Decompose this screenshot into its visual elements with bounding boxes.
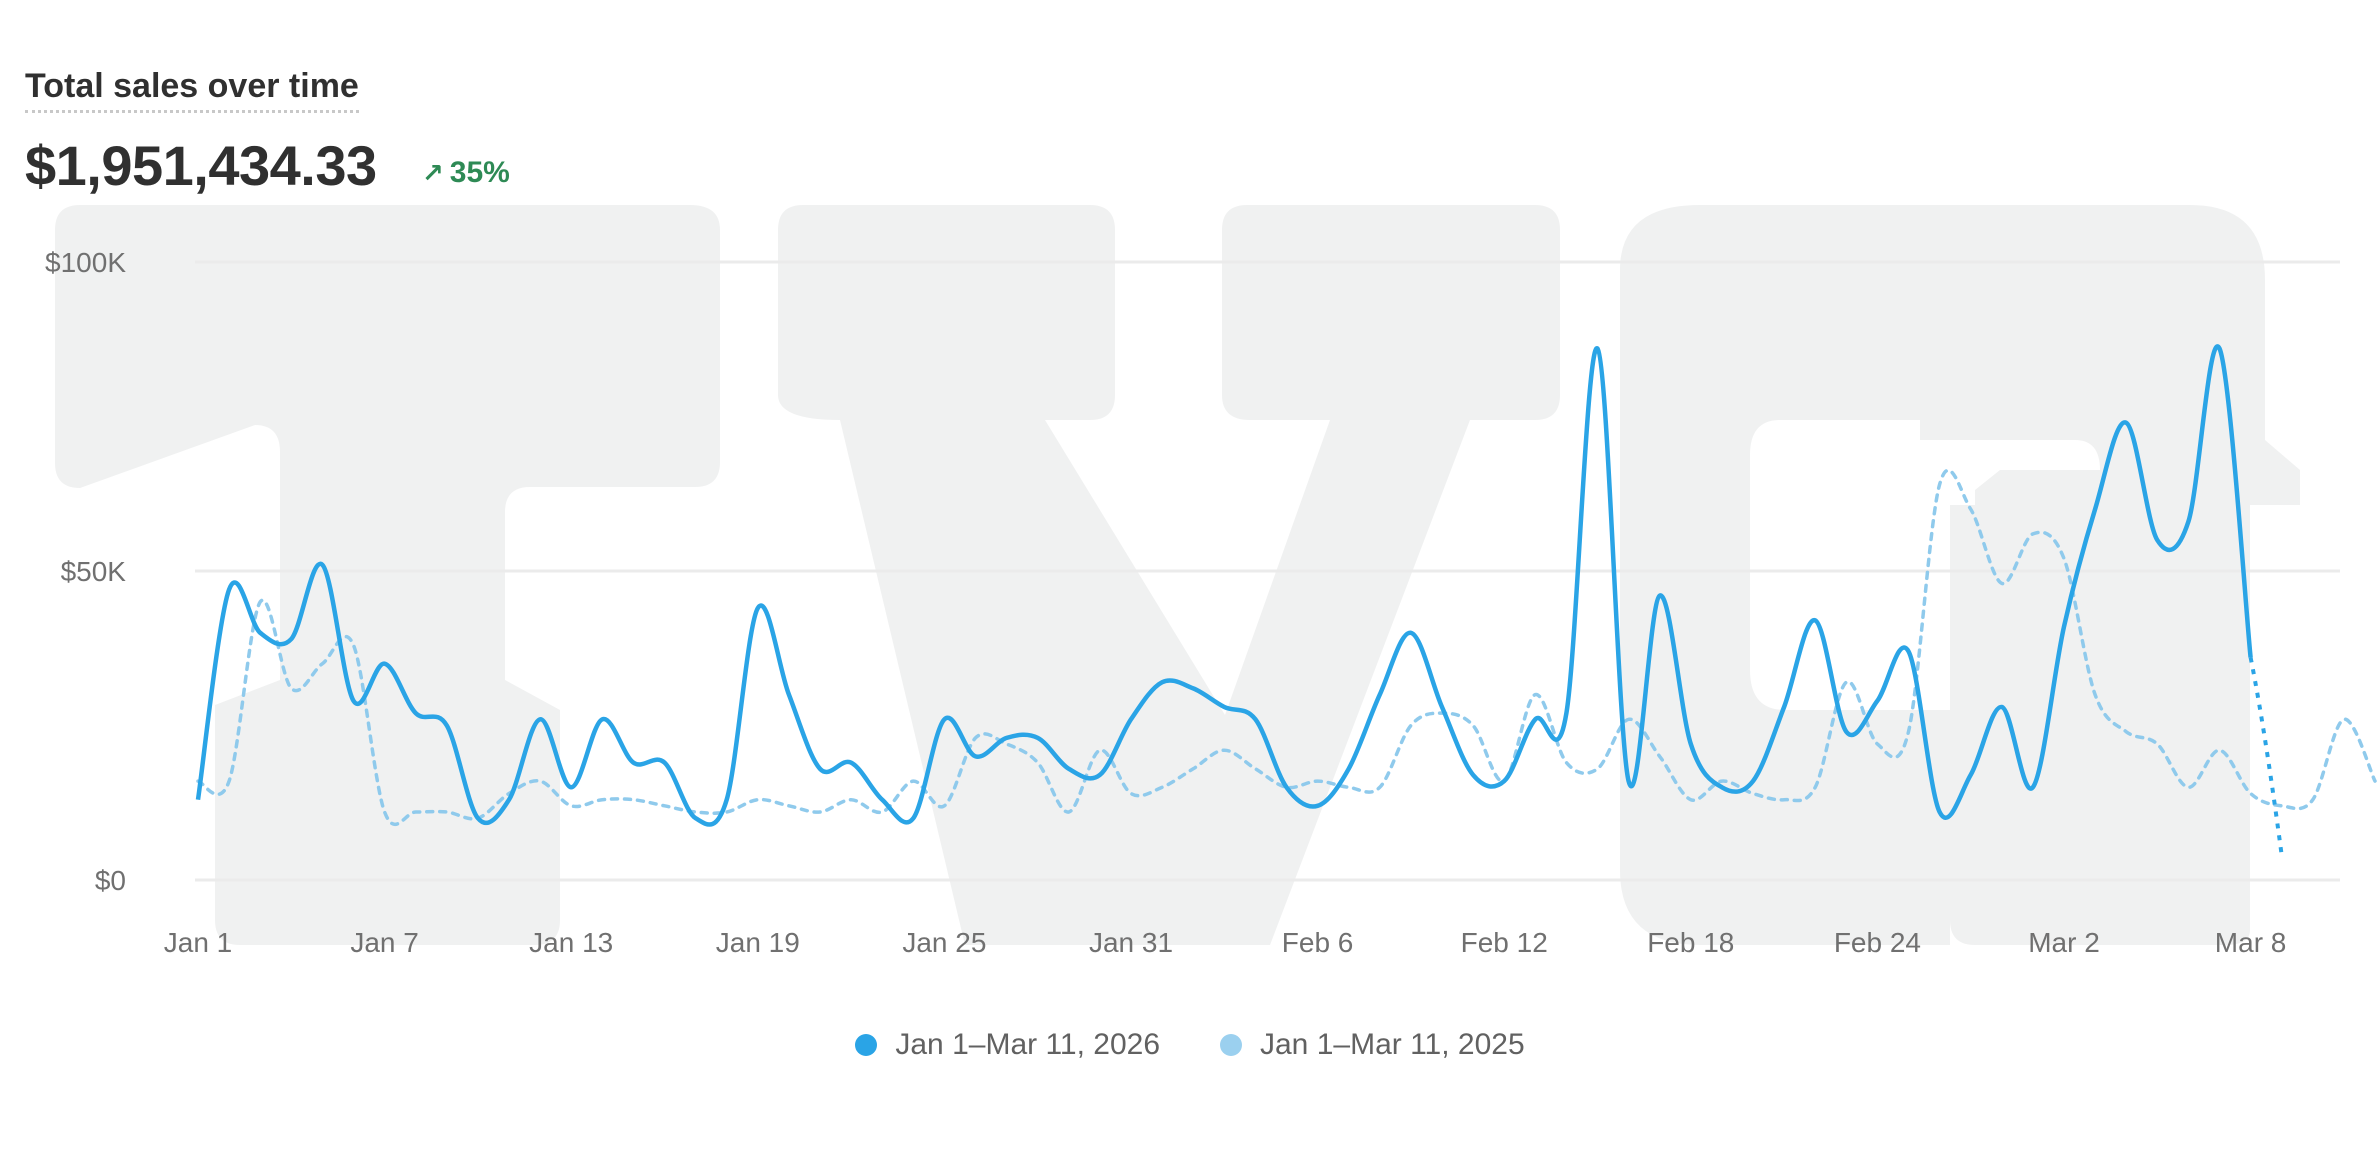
line-chart: $0 $50K $100K Jan 1 Jan 7 Jan 13 Jan 19 Jan 25 J… — [45, 247, 2377, 958]
change-badge: ↗ 35% — [422, 158, 510, 188]
y-tick-label: $100K — [45, 247, 126, 278]
x-tick-label: Feb 6 — [1282, 927, 1354, 958]
y-tick-label: $0 — [95, 865, 126, 896]
y-tick-label: $50K — [61, 556, 127, 587]
total-sales-value: $1,951,434.33 — [25, 134, 377, 197]
x-tick-label: Feb 12 — [1461, 927, 1548, 958]
x-tick-label: Feb 18 — [1647, 927, 1734, 958]
x-tick-label: Jan 19 — [716, 927, 800, 958]
chart-legend: Jan 1–Mar 11, 2026 Jan 1–Mar 11, 2025 — [0, 1028, 2380, 1062]
change-value: 35% — [449, 156, 510, 189]
legend-dot-icon — [1220, 1034, 1242, 1056]
arrow-up-right-icon: ↗ — [422, 158, 444, 188]
series-line-previous — [196, 468, 2377, 827]
x-tick-label: Jan 1 — [164, 927, 233, 958]
legend-item-current[interactable]: Jan 1–Mar 11, 2026 — [855, 1028, 1160, 1062]
x-tick-label: Feb 24 — [1834, 927, 1921, 958]
x-tick-label: Mar 8 — [2215, 927, 2287, 958]
series-line-current — [195, 344, 2253, 827]
x-tick-label: Jan 25 — [902, 927, 986, 958]
legend-label: Jan 1–Mar 11, 2025 — [1260, 1028, 1525, 1061]
x-tick-label: Jan 13 — [529, 927, 613, 958]
legend-dot-icon — [855, 1034, 878, 1056]
legend-label: Jan 1–Mar 11, 2026 — [895, 1028, 1160, 1061]
legend-item-previous[interactable]: Jan 1–Mar 11, 2025 — [1220, 1028, 1525, 1062]
chart-title[interactable]: Total sales over time — [25, 67, 359, 114]
x-tick-label: Jan 7 — [350, 927, 419, 958]
series-line-current-partial — [2248, 657, 2284, 856]
x-tick-label: Mar 2 — [2028, 927, 2100, 958]
x-tick-label: Jan 31 — [1089, 927, 1173, 958]
